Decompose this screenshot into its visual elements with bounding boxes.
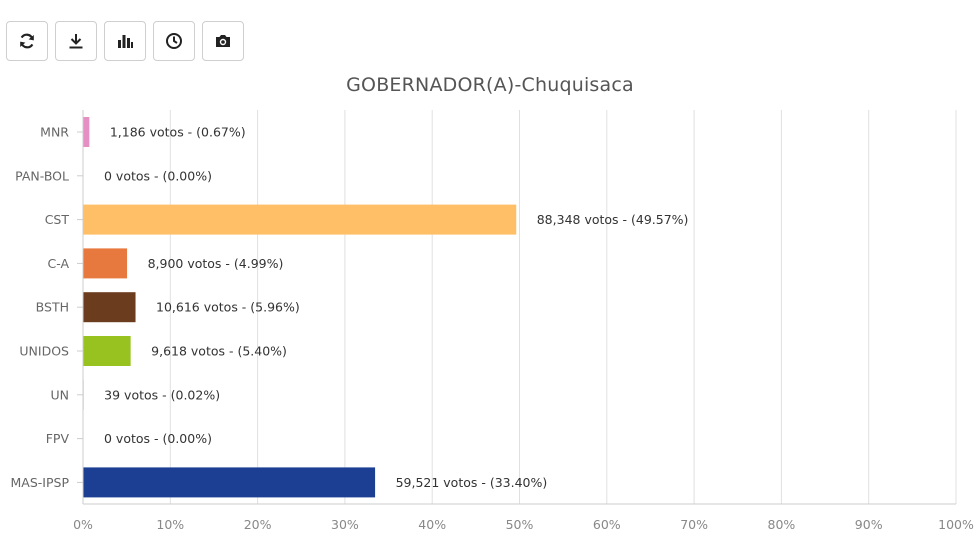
data-label: 1,186 votos - (0.67%) xyxy=(110,125,246,140)
download-button[interactable] xyxy=(55,21,97,61)
category-label: MNR xyxy=(40,125,69,140)
data-label: 88,348 votos - (49.57%) xyxy=(537,212,689,227)
x-tick-label: 40% xyxy=(418,517,446,532)
camera-icon xyxy=(216,35,230,47)
download-icon xyxy=(69,34,83,49)
data-label: 39 votos - (0.02%) xyxy=(104,387,220,402)
history-button[interactable] xyxy=(153,21,195,61)
x-tick-label: 20% xyxy=(244,517,272,532)
category-label: BSTH xyxy=(36,300,69,315)
x-tick-label: 70% xyxy=(680,517,708,532)
x-tick-label: 0% xyxy=(73,517,93,532)
refresh-button[interactable] xyxy=(6,21,48,61)
category-label: UNIDOS xyxy=(19,344,69,359)
x-tick-label: 100% xyxy=(938,517,974,532)
bar-chart-icon xyxy=(118,35,133,48)
category-label: CST xyxy=(45,212,70,227)
x-tick-label: 60% xyxy=(593,517,621,532)
data-label: 59,521 votos - (33.40%) xyxy=(396,475,548,490)
bar[interactable] xyxy=(83,292,136,323)
screenshot-button[interactable] xyxy=(202,21,244,61)
refresh-icon xyxy=(20,33,34,49)
chart-title: GOBERNADOR(A)-Chuquisaca xyxy=(346,74,634,96)
bar[interactable] xyxy=(83,467,376,498)
x-tick-label: 80% xyxy=(768,517,796,532)
bar-chart: 0% 10% 20% 30% 40% 50% 60% 70% 80% 90% 100% MNR 1,18… xyxy=(11,110,974,532)
category-label: MAS-IPSP xyxy=(11,475,70,490)
data-label: 8,900 votos - (4.99%) xyxy=(148,256,284,271)
x-tick-label: 30% xyxy=(331,517,359,532)
chart-toolbar xyxy=(6,21,244,61)
bar[interactable] xyxy=(83,336,131,366)
x-tick-label: 10% xyxy=(156,517,184,532)
clock-icon xyxy=(166,33,182,49)
bar[interactable] xyxy=(83,117,90,147)
bar[interactable] xyxy=(83,204,517,235)
data-label: 0 votos - (0.00%) xyxy=(104,431,212,446)
category-label: C-A xyxy=(47,256,69,271)
x-tick-label: 90% xyxy=(855,517,883,532)
category-label: FPV xyxy=(46,431,70,446)
data-label: 0 votos - (0.00%) xyxy=(104,168,212,183)
data-label: 10,616 votos - (5.96%) xyxy=(156,300,300,315)
bar-chart-button[interactable] xyxy=(104,21,146,61)
bar[interactable] xyxy=(83,248,128,279)
category-label: PAN-BOL xyxy=(15,168,69,183)
category-label: UN xyxy=(51,387,70,402)
data-label: 9,618 votos - (5.40%) xyxy=(151,344,287,359)
x-tick-label: 50% xyxy=(506,517,534,532)
